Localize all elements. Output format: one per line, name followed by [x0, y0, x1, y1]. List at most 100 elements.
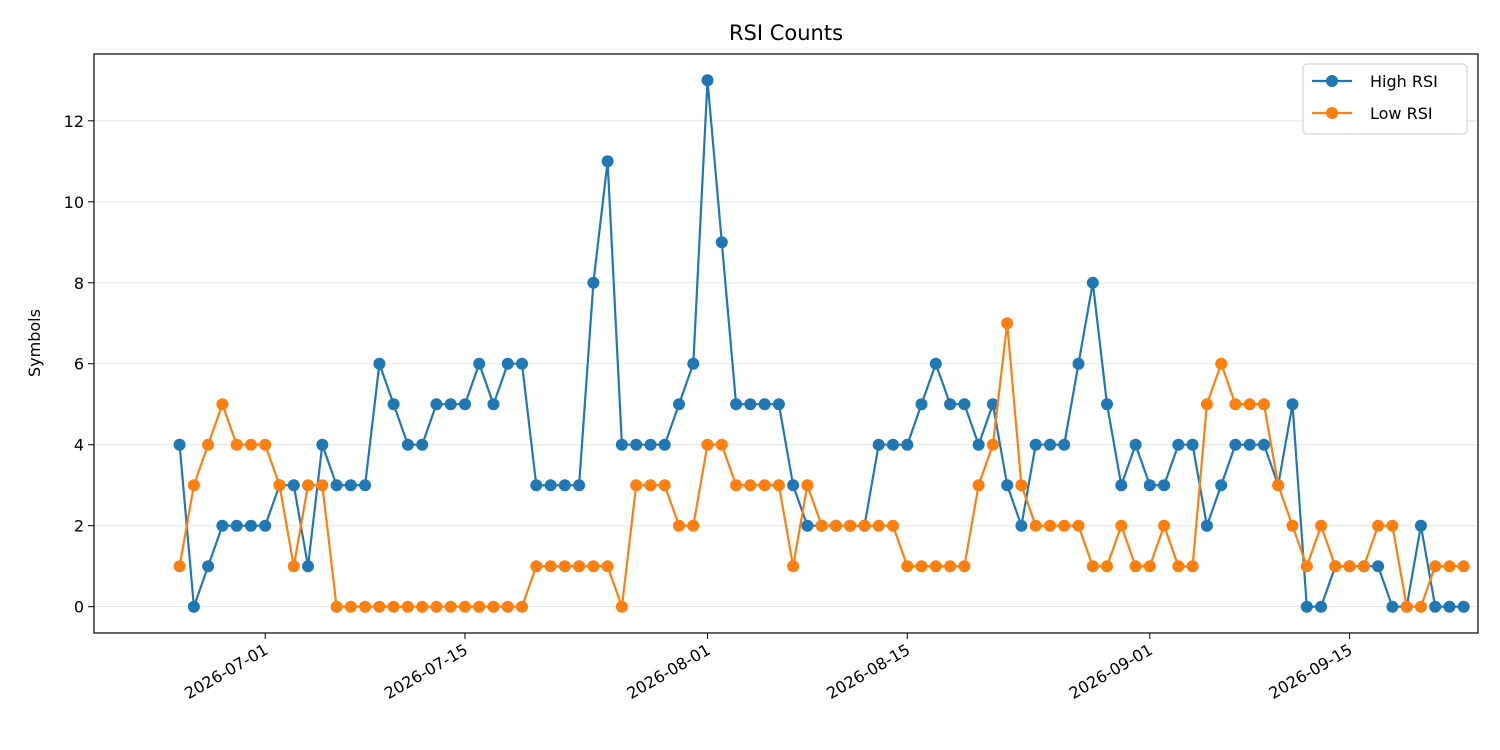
- data-point: [516, 600, 528, 613]
- data-point: [730, 479, 743, 492]
- data-point: [1457, 560, 1470, 573]
- data-point: [401, 438, 414, 451]
- data-point: [1086, 560, 1099, 573]
- data-point: [1329, 560, 1342, 573]
- data-point: [1429, 600, 1442, 613]
- data-point: [644, 438, 657, 451]
- data-point: [173, 560, 186, 573]
- data-point: [829, 519, 842, 532]
- data-point: [1414, 600, 1427, 613]
- data-point: [858, 519, 871, 532]
- data-point: [986, 438, 999, 451]
- data-point: [1386, 519, 1399, 532]
- data-point: [359, 479, 372, 492]
- data-point: [187, 479, 200, 492]
- data-point: [1158, 519, 1171, 532]
- data-point: [373, 357, 386, 370]
- data-point: [601, 560, 614, 573]
- data-point: [1072, 519, 1085, 532]
- plot-frame: [93, 53, 1479, 634]
- data-point: [630, 438, 643, 451]
- data-point: [1015, 519, 1028, 532]
- data-point: [901, 560, 914, 573]
- data-point: [972, 479, 985, 492]
- data-point: [1172, 560, 1185, 573]
- data-point: [302, 560, 314, 573]
- data-point: [644, 479, 657, 492]
- chart-title: RSI Counts: [729, 21, 843, 45]
- legend-swatch-marker: [1326, 107, 1338, 119]
- data-point: [986, 398, 999, 411]
- data-point: [1400, 600, 1413, 613]
- data-point: [887, 519, 899, 532]
- data-point: [1357, 560, 1370, 573]
- data-point: [287, 479, 300, 492]
- data-point: [915, 398, 928, 411]
- data-point: [416, 438, 429, 451]
- data-point: [587, 560, 600, 573]
- data-point: [1372, 519, 1385, 532]
- data-point: [573, 479, 586, 492]
- data-point: [1186, 438, 1199, 451]
- data-point: [216, 519, 229, 532]
- data-point: [487, 398, 500, 411]
- data-point: [1072, 357, 1085, 370]
- data-point: [416, 600, 429, 613]
- legend-swatch-marker: [1326, 75, 1338, 87]
- data-point: [1343, 560, 1356, 573]
- data-point: [673, 519, 685, 532]
- y-tick-label: 2: [74, 517, 84, 536]
- data-point: [772, 398, 785, 411]
- data-point: [1101, 560, 1113, 573]
- data-point: [1443, 560, 1456, 573]
- data-point: [459, 600, 471, 613]
- data-point: [1258, 438, 1270, 451]
- data-point: [944, 560, 957, 573]
- legend: High RSI Low RSI: [1302, 63, 1468, 135]
- data-point: [772, 479, 785, 492]
- data-point: [330, 479, 343, 492]
- data-point: [872, 438, 885, 451]
- legend-label: Low RSI: [1370, 104, 1433, 123]
- data-point: [1143, 560, 1156, 573]
- data-point: [259, 519, 272, 532]
- data-point: [1200, 519, 1213, 532]
- y-tick-label: 6: [74, 355, 84, 374]
- data-point: [359, 600, 372, 613]
- data-point: [202, 438, 215, 451]
- data-point: [1243, 438, 1256, 451]
- data-point: [1429, 560, 1442, 573]
- data-point: [530, 560, 543, 573]
- data-point: [1258, 398, 1270, 411]
- y-tick-label: 4: [74, 436, 84, 455]
- data-point: [1272, 479, 1285, 492]
- data-point: [244, 438, 257, 451]
- y-axis-label: Symbols: [25, 309, 44, 377]
- data-point: [516, 357, 528, 370]
- data-point: [1129, 438, 1142, 451]
- data-point: [787, 479, 800, 492]
- data-point: [1300, 560, 1313, 573]
- data-point: [1386, 600, 1399, 613]
- data-point: [630, 479, 643, 492]
- data-point: [1158, 479, 1171, 492]
- y-tick-label: 10: [64, 193, 84, 212]
- data-point: [544, 560, 557, 573]
- data-point: [344, 479, 357, 492]
- data-point: [730, 398, 743, 411]
- data-point: [929, 560, 942, 573]
- data-point: [544, 479, 557, 492]
- data-point: [701, 74, 714, 87]
- data-point: [1172, 438, 1185, 451]
- data-point: [330, 600, 343, 613]
- data-point: [1372, 560, 1385, 573]
- data-point: [387, 600, 400, 613]
- data-point: [1044, 519, 1056, 532]
- data-point: [872, 519, 885, 532]
- data-point: [1029, 438, 1042, 451]
- data-point: [744, 398, 757, 411]
- data-point: [1101, 398, 1113, 411]
- data-point: [316, 438, 329, 451]
- data-point: [1300, 600, 1313, 613]
